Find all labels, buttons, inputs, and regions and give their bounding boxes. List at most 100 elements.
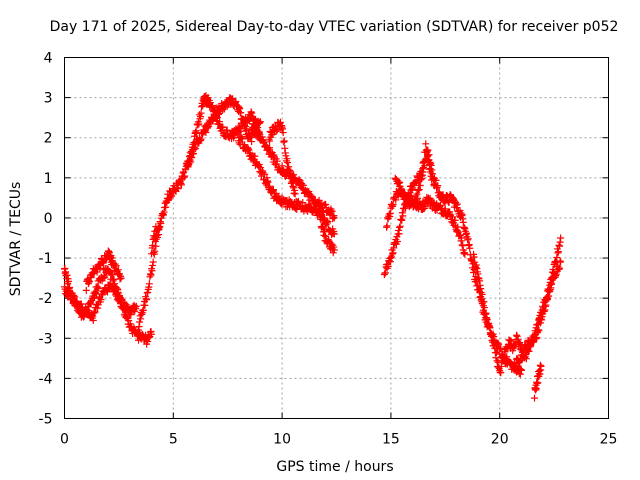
data-point: [557, 258, 565, 266]
data-point: [114, 288, 122, 296]
data-point: [395, 230, 403, 238]
data-point: [89, 316, 97, 324]
y-axis-label: SDTVAR / TECUs: [8, 182, 24, 297]
data-point: [422, 140, 430, 148]
data-point: [457, 231, 465, 239]
data-point: [276, 118, 284, 126]
data-point: [101, 273, 109, 281]
x-tick-label: 15: [382, 432, 400, 448]
data-point: [492, 349, 500, 357]
data-point: [188, 154, 196, 162]
data-point: [177, 181, 185, 189]
data-point: [434, 182, 442, 190]
x-tick-label: 5: [169, 432, 178, 448]
data-point: [111, 284, 119, 292]
data-point: [398, 216, 406, 224]
data-point: [197, 109, 205, 117]
data-point: [141, 301, 149, 309]
data-point: [383, 222, 391, 230]
data-point: [92, 289, 100, 297]
data-point: [328, 207, 336, 215]
data-point: [266, 137, 274, 145]
data-point: [321, 228, 329, 236]
data-point: [181, 172, 189, 180]
data-point: [392, 196, 400, 204]
data-point: [63, 271, 71, 279]
data-point: [497, 369, 505, 377]
data-point: [532, 385, 540, 393]
data-point: [520, 351, 528, 359]
data-point: [280, 137, 288, 145]
data-point: [420, 159, 428, 167]
chart-grid: [64, 57, 609, 419]
data-point: [237, 109, 245, 117]
data-point: [421, 204, 429, 212]
data-point: [273, 157, 281, 165]
data-point: [536, 370, 544, 378]
data-point: [478, 290, 486, 298]
data-point: [330, 214, 338, 222]
x-axis: 0 5 10 15 20 25: [60, 57, 618, 448]
data-point: [220, 105, 228, 113]
y-tick-label: -1: [39, 251, 53, 267]
data-point: [268, 131, 276, 139]
data-point: [255, 160, 263, 168]
data-point: [553, 254, 561, 262]
y-tick-label: -4: [39, 371, 53, 387]
y-tick-label: 4: [44, 51, 53, 67]
data-point: [396, 178, 404, 186]
data-point: [488, 330, 496, 338]
chart-title: Day 171 of 2025, Sidereal Day-to-day VTE…: [50, 19, 619, 35]
data-point: [451, 216, 459, 224]
data-point: [543, 296, 551, 304]
data-point: [147, 271, 155, 279]
data-point: [151, 232, 159, 240]
data-point: [393, 237, 401, 245]
data-point: [148, 330, 156, 338]
data-point: [241, 122, 249, 130]
data-point: [195, 120, 203, 128]
data-point: [425, 156, 433, 164]
y-tick-label: 0: [44, 211, 53, 227]
data-point: [112, 262, 120, 270]
data-point: [284, 159, 292, 167]
data-point: [269, 186, 277, 194]
data-point: [162, 203, 170, 211]
data-point: [531, 394, 539, 402]
data-point: [556, 264, 564, 272]
x-tick-label: 0: [60, 432, 69, 448]
data-point: [149, 242, 157, 250]
data-point: [77, 300, 85, 308]
data-point: [148, 250, 156, 258]
data-point: [426, 194, 434, 202]
data-point: [259, 169, 267, 177]
data-point: [143, 296, 151, 304]
data-point: [285, 163, 293, 171]
data-point: [439, 191, 447, 199]
data-series-sdtvar: [61, 92, 565, 402]
data-point: [273, 126, 281, 134]
data-point: [245, 146, 253, 154]
x-tick-label: 25: [600, 432, 618, 448]
data-point: [256, 118, 264, 126]
data-point: [423, 146, 431, 154]
data-point: [132, 302, 140, 310]
data-point: [197, 135, 205, 143]
data-point: [213, 113, 221, 121]
data-point: [399, 212, 407, 220]
data-point: [458, 234, 466, 242]
data-point: [251, 152, 259, 160]
data-point: [95, 284, 103, 292]
data-point: [103, 288, 111, 296]
data-point: [330, 246, 338, 254]
data-point: [500, 353, 508, 361]
y-tick-label: -2: [39, 291, 53, 307]
data-point: [125, 317, 133, 325]
data-point: [557, 234, 565, 242]
x-tick-label: 10: [273, 432, 291, 448]
data-point: [266, 144, 274, 152]
y-tick-label: -5: [39, 412, 53, 428]
data-point: [144, 337, 152, 345]
data-point: [535, 326, 543, 334]
